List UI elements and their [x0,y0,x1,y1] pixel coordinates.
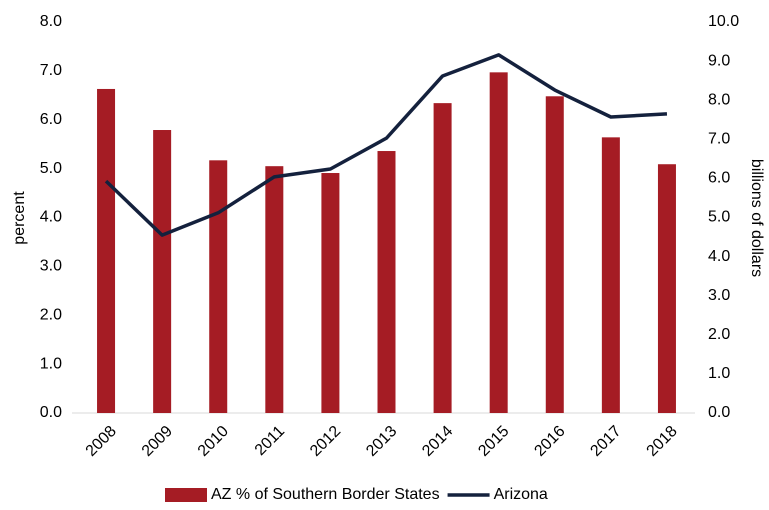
y2-axis-title: billions of dollars [748,159,765,277]
bar [433,103,452,413]
y-axis-title: percent [11,191,28,245]
y2-tick-label: 9.0 [708,52,730,69]
bar [377,151,396,413]
legend-label: AZ % of Southern Border States [211,486,440,503]
x-tick-label: 2017 [587,423,624,460]
bar [657,164,676,413]
x-tick-label: 2009 [139,423,176,460]
x-tick-label: 2012 [307,423,344,460]
x-tick-label: 2015 [475,423,512,460]
y2-tick-label: 8.0 [708,91,730,108]
x-tick-label: 2013 [363,423,400,460]
x-tick-label: 2011 [252,423,288,459]
y-tick-label: 1.0 [40,355,62,372]
y2-tick-label: 2.0 [708,326,730,343]
y2-tick-label: 0.0 [708,404,730,421]
x-tick-label: 2014 [419,423,456,460]
y-tick-label: 0.0 [40,404,62,421]
y2-tick-label: 4.0 [708,248,730,265]
y2-tick-label: 1.0 [708,365,730,382]
legend-label: Arizona [494,486,548,503]
y2-tick-label: 6.0 [708,170,730,187]
y-tick-label: 5.0 [40,160,62,177]
line [104,53,668,237]
y2-tick-label: 10.0 [708,13,739,30]
x-tick-label: 2008 [83,423,120,460]
y-tick-label: 8.0 [40,13,62,30]
bar [209,160,228,413]
y-tick-label: 2.0 [40,306,62,323]
x-tick-label: 2010 [195,423,232,460]
bar [265,166,284,413]
bar [97,88,116,414]
y-tick-label: 3.0 [40,258,62,275]
y2-tick-label: 7.0 [708,131,730,148]
y2-tick-label: 5.0 [708,209,730,226]
y-tick-label: 6.0 [40,111,62,128]
y-tick-label: 4.0 [40,209,62,226]
bar [489,72,508,413]
bar [601,137,620,413]
y2-tick-label: 3.0 [708,287,730,304]
bar [321,173,340,413]
y-tick-label: 7.0 [40,62,62,79]
bar [153,130,172,414]
x-tick-label: 2018 [644,423,681,460]
bar [545,96,564,413]
x-tick-label: 2016 [531,423,568,460]
legend-swatch [165,488,207,502]
